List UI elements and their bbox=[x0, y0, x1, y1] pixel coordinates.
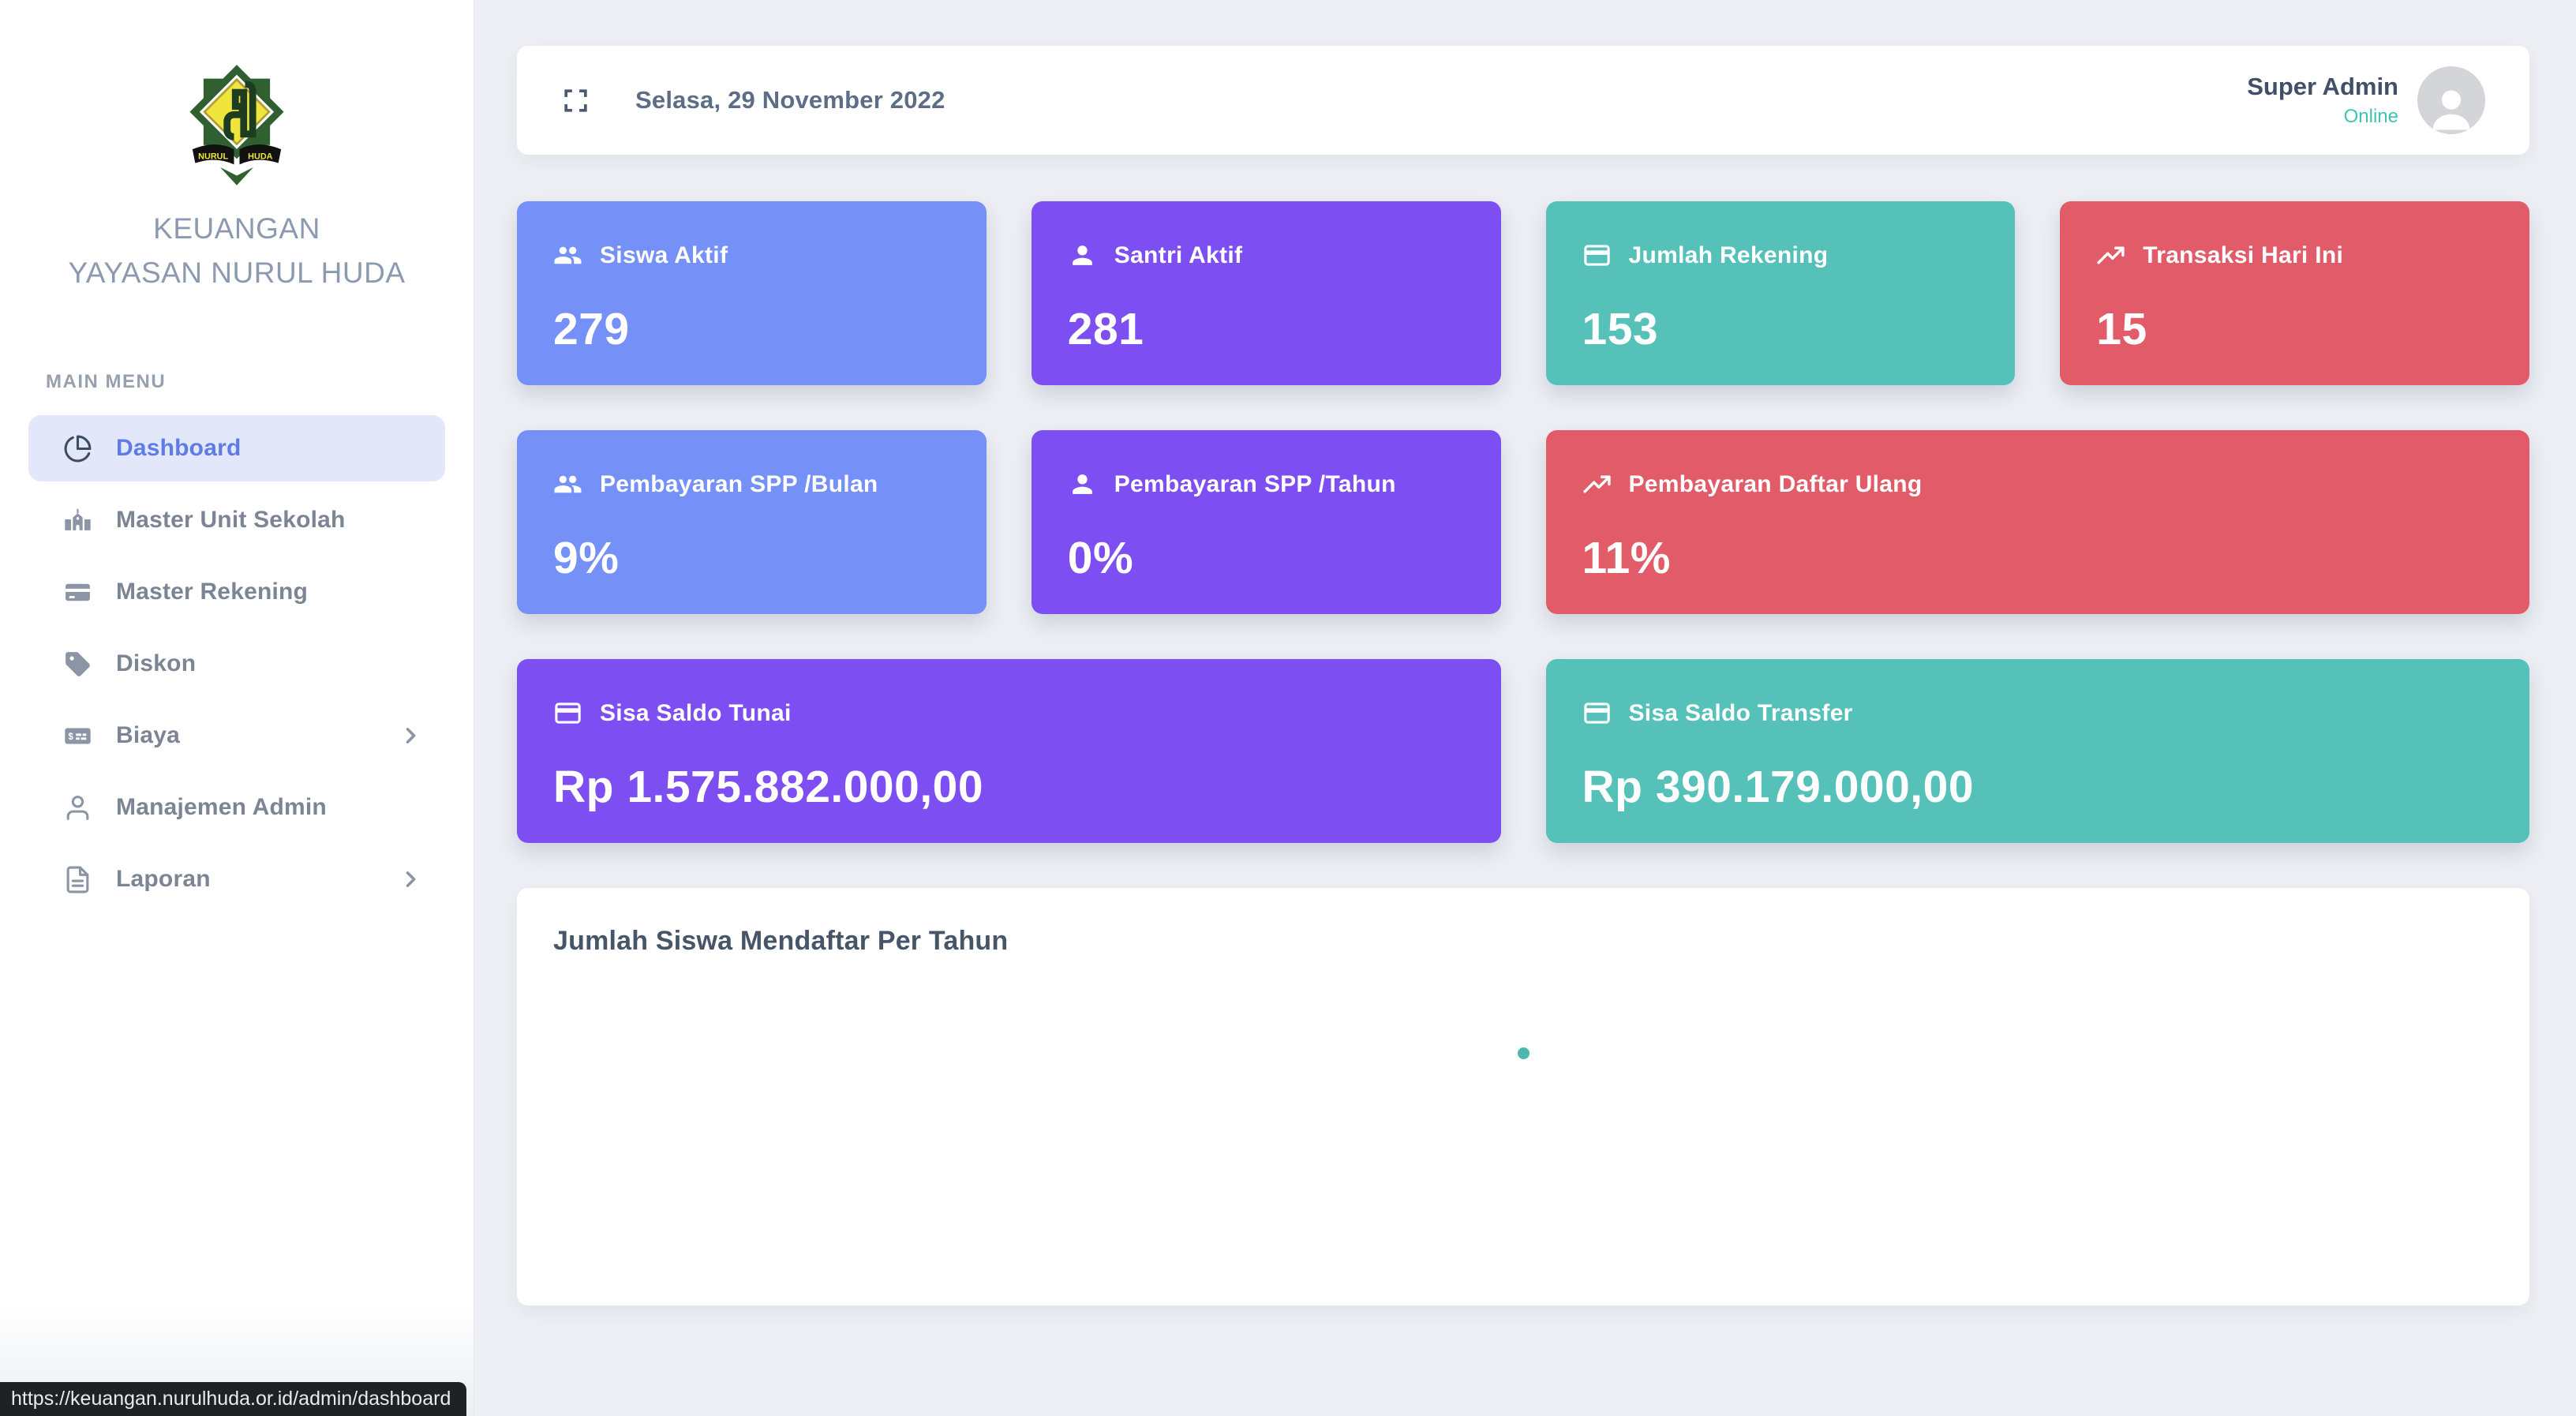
sidebar: NURUL HUDA KEUANGAN YAYASAN NURUL HUDA M… bbox=[0, 0, 474, 1416]
avatar-person-icon bbox=[2425, 82, 2477, 134]
brand-title: KEUANGAN YAYASAN NURUL HUDA bbox=[68, 207, 405, 295]
fullscreen-icon[interactable] bbox=[561, 86, 590, 115]
stat-card: Jumlah Rekening 153 bbox=[1545, 201, 2016, 385]
chevron-right-icon bbox=[399, 725, 421, 747]
brand-title-line1: KEUANGAN bbox=[153, 212, 320, 245]
sidebar-item-label: Manajemen Admin bbox=[116, 794, 327, 820]
stat-card-head: Pembayaran SPP /Tahun bbox=[1068, 470, 1465, 499]
stat-card-value: 279 bbox=[553, 304, 630, 354]
stat-card-label: Sisa Saldo Tunai bbox=[600, 699, 792, 726]
sidebar-item-label: Biaya bbox=[116, 722, 181, 748]
brand-title-line2: YAYASAN NURUL HUDA bbox=[68, 257, 406, 289]
stat-card-label: Siswa Aktif bbox=[600, 242, 728, 268]
stats-grid: Siswa Aktif 279 Santri Aktif 281 Jumlah … bbox=[517, 201, 2529, 843]
school-icon bbox=[63, 506, 92, 535]
card-icon bbox=[1582, 241, 1612, 270]
main-content: Selasa, 29 November 2022 Super Admin Onl… bbox=[474, 0, 2576, 1416]
sidebar-item[interactable]: Master Rekening bbox=[28, 559, 445, 625]
stat-card-value: 9% bbox=[553, 533, 620, 583]
stat-card: Pembayaran Daftar Ulang 11% bbox=[1545, 430, 2529, 614]
user-status: Online bbox=[2343, 106, 2398, 127]
pie-chart-icon bbox=[63, 434, 92, 463]
card-icon bbox=[553, 699, 582, 728]
stat-card-value: Rp 1.575.882.000,00 bbox=[553, 762, 984, 812]
sidebar-item[interactable]: Master Unit Sekolah bbox=[28, 487, 445, 553]
topbar: Selasa, 29 November 2022 Super Admin Onl… bbox=[517, 46, 2529, 155]
sidebar-item[interactable]: Biaya bbox=[28, 702, 445, 769]
stat-card-label: Santri Aktif bbox=[1114, 242, 1243, 268]
stat-card-value: 281 bbox=[1067, 304, 1144, 354]
sidebar-item-label: Dashboard bbox=[116, 435, 242, 461]
people-icon bbox=[553, 470, 582, 499]
stat-card-label: Pembayaran SPP /Bulan bbox=[600, 470, 878, 497]
stat-card: Siswa Aktif 279 bbox=[517, 201, 987, 385]
avatar[interactable] bbox=[2417, 66, 2485, 134]
stat-card-head: Siswa Aktif bbox=[553, 241, 950, 270]
stat-card-head: Santri Aktif bbox=[1068, 241, 1465, 270]
logo-banner-left: NURUL bbox=[198, 152, 228, 161]
person-icon bbox=[1068, 470, 1097, 499]
stat-card: Sisa Saldo Tunai Rp 1.575.882.000,00 bbox=[517, 659, 1501, 843]
tag-icon bbox=[63, 650, 92, 679]
sidebar-item-label: Diskon bbox=[116, 650, 197, 676]
stat-card-head: Sisa Saldo Tunai bbox=[553, 699, 1465, 728]
stat-card-value: 153 bbox=[1582, 304, 1659, 354]
stat-card-head: Sisa Saldo Transfer bbox=[1582, 699, 2494, 728]
people-icon bbox=[553, 241, 582, 270]
stat-card-value: 15 bbox=[2096, 304, 2147, 354]
sidebar-item[interactable]: Manajemen Admin bbox=[28, 774, 445, 841]
sidebar-item-label: Master Rekening bbox=[116, 579, 309, 605]
file-text-icon bbox=[63, 865, 92, 894]
stat-card-label: Transaksi Hari Ini bbox=[2143, 242, 2344, 268]
current-date: Selasa, 29 November 2022 bbox=[635, 86, 945, 114]
logo-banner-right: HUDA bbox=[248, 152, 273, 161]
stat-card-head: Jumlah Rekening bbox=[1582, 241, 1979, 270]
user-meta: Super Admin Online bbox=[2247, 73, 2398, 128]
main-menu-label: MAIN MENU bbox=[46, 371, 167, 392]
chart-card: Jumlah Siswa Mendaftar Per Tahun bbox=[517, 888, 2529, 1305]
stat-card-label: Sisa Saldo Transfer bbox=[1628, 699, 1853, 726]
sidebar-item-label: Laporan bbox=[116, 866, 211, 892]
stat-card-value: Rp 390.179.000,00 bbox=[1582, 762, 1975, 812]
stat-card-head: Pembayaran SPP /Bulan bbox=[553, 470, 950, 499]
chevron-right-icon bbox=[399, 868, 421, 890]
stat-card-head: Pembayaran Daftar Ulang bbox=[1582, 470, 2494, 499]
sidebar-menu: Dashboard Master Unit Sekolah Master Rek… bbox=[0, 415, 474, 918]
stat-card-head: Transaksi Hari Ini bbox=[2096, 241, 2493, 270]
status-url-tooltip: https://keuangan.nurulhuda.or.id/admin/d… bbox=[0, 1382, 467, 1416]
stat-card-value: 11% bbox=[1582, 533, 1671, 583]
stat-card: Pembayaran SPP /Bulan 9% bbox=[517, 430, 987, 614]
chart-data-point bbox=[1518, 1047, 1530, 1059]
chart-title: Jumlah Siswa Mendaftar Per Tahun bbox=[553, 926, 1009, 956]
user-menu[interactable]: Super Admin Online bbox=[2247, 66, 2485, 134]
user-icon bbox=[63, 793, 92, 822]
sidebar-item[interactable]: Laporan bbox=[28, 846, 445, 912]
user-name: Super Admin bbox=[2247, 73, 2398, 100]
foundation-logo-icon: NURUL HUDA bbox=[167, 43, 306, 189]
stat-card-label: Pembayaran SPP /Tahun bbox=[1114, 470, 1396, 497]
stat-card: Transaksi Hari Ini 15 bbox=[2060, 201, 2529, 385]
stat-card-label: Pembayaran Daftar Ulang bbox=[1628, 470, 1923, 497]
trending-up-icon bbox=[1582, 470, 1612, 499]
stat-card: Santri Aktif 281 bbox=[1031, 201, 1501, 385]
sidebar-item-label: Master Unit Sekolah bbox=[116, 507, 346, 533]
card-icon bbox=[1582, 699, 1612, 728]
money-check-icon bbox=[63, 721, 92, 751]
stat-card: Pembayaran SPP /Tahun 0% bbox=[1031, 430, 1501, 614]
stat-card: Sisa Saldo Transfer Rp 390.179.000,00 bbox=[1545, 659, 2529, 843]
sidebar-item[interactable]: Diskon bbox=[28, 631, 445, 697]
stat-card-value: 0% bbox=[1067, 533, 1134, 583]
trending-up-icon bbox=[2096, 241, 2125, 270]
credit-card-icon bbox=[63, 578, 92, 607]
sidebar-item[interactable]: Dashboard bbox=[28, 415, 445, 481]
person-icon bbox=[1068, 241, 1097, 270]
stat-card-label: Jumlah Rekening bbox=[1628, 242, 1829, 268]
